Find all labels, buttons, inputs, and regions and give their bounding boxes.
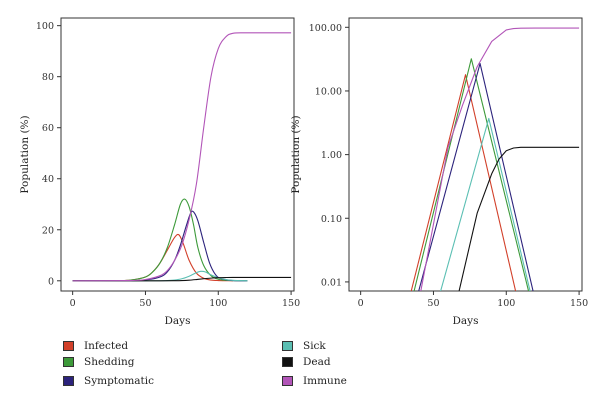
series-line-left-symptomatic	[72, 210, 248, 282]
y-tick-label-left-1: 20	[42, 225, 54, 236]
plot-frame-left	[60, 17, 295, 292]
series-group-left	[72, 32, 292, 282]
series-line-right-shedding	[413, 58, 530, 291]
x-tick-label-right-50: 50	[427, 298, 439, 309]
x-tick-label-left-0: 0	[70, 298, 76, 309]
x-tick-label-right-150: 150	[570, 298, 588, 309]
y-tick-label-right-1: 0.10	[321, 214, 342, 225]
series-line-right-immune	[420, 27, 580, 291]
x-axis-title-left: Days	[165, 315, 191, 327]
series-line-right-sick	[440, 117, 531, 291]
x-tick-label-right-0: 0	[358, 298, 364, 309]
y-tick-label-left-2: 40	[42, 174, 54, 185]
x-tick-label-left-100: 100	[209, 298, 227, 309]
series-line-right-symptomatic	[418, 62, 534, 291]
y-tick-label-right-3: 10.00	[315, 86, 342, 97]
series-group-right	[410, 27, 580, 291]
series-line-left-immune	[72, 32, 292, 282]
y-tick-label-left-0: 0	[48, 276, 54, 287]
chart-panel-right: 0 50 100 150 0.01 0.10 1.00 10.00 100.00 Days Popu…	[290, 17, 588, 327]
y-tick-label-right-0: 0.01	[321, 277, 342, 288]
series-line-left-dead	[72, 276, 292, 282]
y-tick-label-left-5: 100	[36, 21, 54, 32]
x-tick-label-left-50: 50	[139, 298, 151, 309]
y-tick-label-right-2: 1.00	[321, 150, 342, 161]
chart-panel-left: 0 50 100 150 0 20 40 60 80 100 Days Population (%)	[19, 17, 300, 327]
series-line-right-dead	[458, 146, 580, 291]
x-axis-title-right: Days	[453, 315, 479, 327]
x-tick-label-left-150: 150	[282, 298, 300, 309]
y-tick-label-left-4: 80	[42, 72, 54, 83]
y-tick-label-left-3: 60	[42, 123, 54, 134]
y-axis-title-right: Population (%)	[290, 115, 302, 193]
series-line-right-infected	[410, 74, 517, 291]
y-axis-title-left: Population (%)	[19, 115, 31, 193]
x-tick-label-right-100: 100	[497, 298, 515, 309]
plot-frame-right	[348, 17, 583, 292]
y-tick-label-right-4: 100.00	[309, 23, 342, 34]
series-line-left-shedding	[72, 198, 248, 282]
